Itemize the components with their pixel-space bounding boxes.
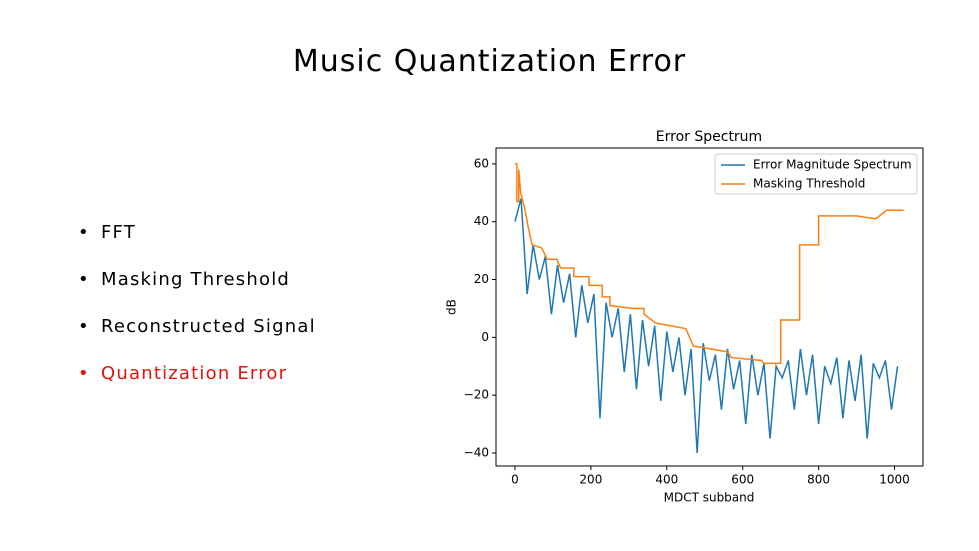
y-tick-label: 0 <box>481 330 489 344</box>
legend-label: Error Magnitude Spectrum <box>753 158 912 172</box>
x-axis-label: MDCT subband <box>664 491 755 505</box>
bullet-text: Masking Threshold <box>101 269 291 290</box>
bullet-dot: • <box>78 222 90 243</box>
y-tick-label: 60 <box>474 156 489 170</box>
bullet-text: FFT <box>101 222 136 243</box>
plot-frame <box>495 147 924 467</box>
y-tick-label: 40 <box>474 214 489 228</box>
x-tick-label: 200 <box>579 473 602 487</box>
bullet: • Reconstructed Signal <box>78 316 316 363</box>
y-axis-label: dB <box>445 299 459 315</box>
bullet: • Masking Threshold <box>78 269 316 316</box>
bullet: • FFT <box>78 222 316 269</box>
bullet-dot: • <box>78 363 90 384</box>
bullet-text: Reconstructed Signal <box>101 316 316 337</box>
series-line <box>514 198 899 454</box>
y-tick-label: −20 <box>464 388 489 402</box>
x-tick-label: 0 <box>511 473 519 487</box>
bullet-dot: • <box>78 316 90 337</box>
bullet-dot: • <box>78 269 90 290</box>
bullet-text: Quantization Error <box>101 363 288 384</box>
bullet: • Quantization Error <box>78 363 316 410</box>
x-tick-label: 800 <box>807 473 830 487</box>
x-tick-label: 1000 <box>879 473 910 487</box>
legend-label: Masking Threshold <box>753 177 865 191</box>
bullet-list: • FFT • Masking Threshold • Reconstructed Sig… <box>78 222 316 410</box>
legend-box <box>714 153 918 195</box>
slide-title: Music Quantization Error <box>292 44 687 79</box>
x-tick-label: 400 <box>655 473 678 487</box>
y-tick-label: −40 <box>464 445 489 459</box>
chart-title: Error Spectrum <box>656 129 762 145</box>
x-tick-label: 600 <box>731 473 754 487</box>
series-line <box>514 163 904 365</box>
y-tick-label: 20 <box>474 272 489 286</box>
